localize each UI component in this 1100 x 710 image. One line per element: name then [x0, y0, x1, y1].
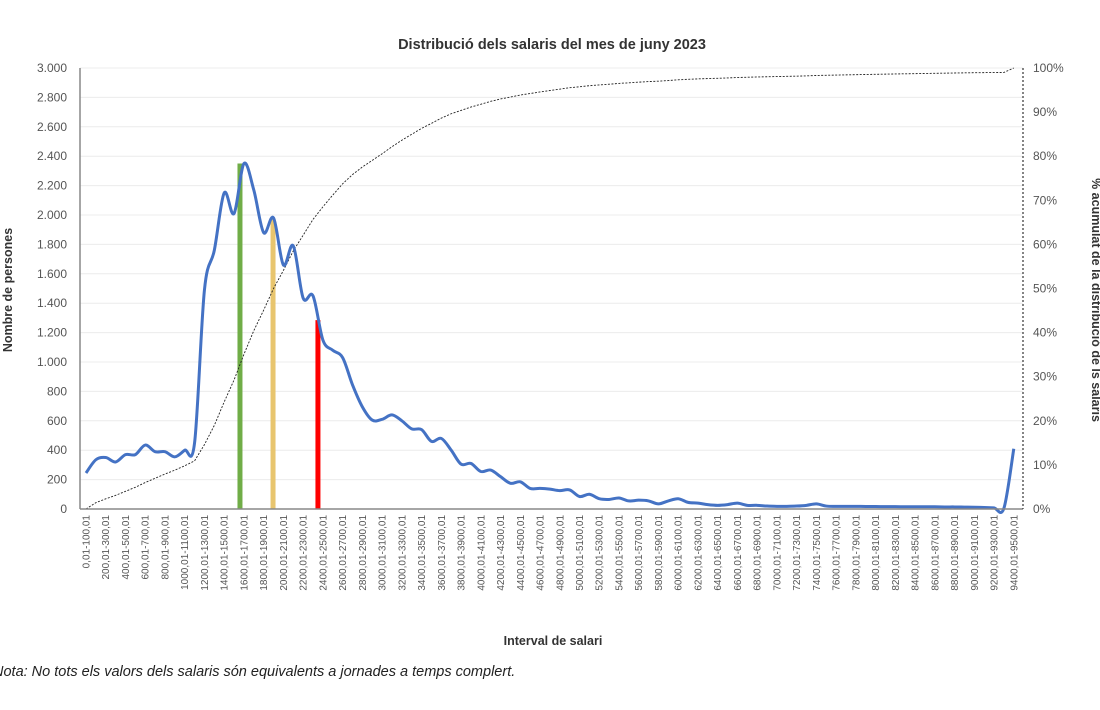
x-tick-label: 2000,01-2100,01: [279, 515, 290, 591]
y2-tick-label: 80%: [1033, 149, 1057, 163]
y-tick-label: 2.600: [37, 120, 67, 134]
x-tick-label: 5400,01-5500,01: [614, 515, 625, 591]
x-tick-label: 1600,01-1700,01: [239, 515, 250, 591]
x-tick-label: 400,01-500,01: [121, 515, 132, 580]
x-tick-label: 3800,01-3900,01: [457, 515, 468, 591]
x-tick-label: 6200,01-6300,01: [693, 515, 704, 591]
y-tick-label: 0: [60, 502, 67, 516]
x-tick-label: 6600,01-6700,01: [733, 515, 744, 591]
y-tick-label: 3.000: [37, 61, 67, 75]
x-tick-label: 4600,01-4700,01: [536, 515, 547, 591]
y-axis-ticks: 0 200 400 600 800 1.000 1.200 1.400 1.600 1.800 2.…: [37, 61, 67, 516]
x-tick-label: 5600,01-5700,01: [634, 515, 645, 591]
footnote: Nota: No tots els valors dels salaris só…: [0, 664, 516, 680]
y2-axis-ticks: 0% 10% 20% 30% 40% 50% 60% 70% 80% 90% 100%: [1033, 61, 1064, 516]
x-tick-label: 6800,01-6900,01: [753, 515, 764, 591]
x-axis-label: Interval de salari: [504, 634, 603, 648]
x-tick-label: 3600,01-3700,01: [437, 515, 448, 591]
x-tick-label: 5000,01-5100,01: [575, 515, 586, 591]
x-tick-label: 9200,01-9300,01: [990, 515, 1001, 591]
x-tick-label: 8600,01-8700,01: [930, 515, 941, 591]
x-tick-label: 1800,01-1900,01: [259, 515, 270, 591]
series-lines: [84, 67, 1016, 514]
y2-tick-label: 40%: [1033, 326, 1057, 340]
x-tick-label: 200,01-300,01: [101, 515, 112, 580]
x-tick-label: 4000,01-4100,01: [476, 515, 487, 591]
y-tick-label: 1.400: [37, 296, 67, 310]
y-tick-label: 1.800: [37, 237, 67, 251]
x-tick-label: 2200,01-2300,01: [299, 515, 310, 591]
x-tick-label: 2400,01-2500,01: [318, 515, 329, 591]
y2-tick-label: 70%: [1033, 193, 1057, 207]
y2-tick-label: 10%: [1033, 458, 1057, 472]
y2-tick-label: 50%: [1033, 282, 1057, 296]
x-tick-label: 3000,01-3100,01: [378, 515, 389, 591]
y2-tick-label: 100%: [1033, 61, 1064, 75]
y2-tick-label: 30%: [1033, 370, 1057, 384]
x-tick-label: 800,01-900,01: [160, 515, 171, 580]
x-tick-label: 7600,01-7700,01: [832, 515, 843, 591]
gridlines: [80, 67, 1023, 481]
x-tick-label: 1000,01-1100,01: [180, 515, 191, 590]
x-tick-label: 2800,01-2900,01: [358, 515, 369, 591]
y-tick-label: 800: [47, 384, 67, 398]
y2-tick-label: 60%: [1033, 237, 1057, 251]
x-tick-label: 6000,01-6100,01: [674, 515, 685, 591]
x-tick-label: 5800,01-5900,01: [654, 515, 665, 591]
x-tick-label: 6400,01-6500,01: [713, 515, 724, 591]
vertical-markers: [237, 163, 321, 509]
x-axis-ticks: 0,01-100,01 200,01-300,01 400,01-500,01 600…: [82, 515, 1021, 591]
y-tick-label: 2.000: [37, 208, 67, 222]
y-tick-label: 600: [47, 414, 67, 428]
x-tick-label: 0,01-100,01: [82, 515, 93, 569]
persons-count-line: [84, 161, 1016, 514]
y2-tick-label: 20%: [1033, 414, 1057, 428]
y-tick-label: 200: [47, 473, 67, 487]
x-tick-label: 9400,01-9500,01: [1009, 515, 1020, 591]
x-tick-label: 7000,01-7100,01: [772, 515, 783, 591]
y-tick-label: 2.400: [37, 149, 67, 163]
x-tick-label: 1200,01-1300,01: [200, 515, 211, 591]
y-tick-label: 2.200: [37, 179, 67, 193]
y-tick-label: 2.800: [37, 90, 67, 104]
x-tick-label: 7400,01-7500,01: [812, 515, 823, 591]
x-tick-label: 4400,01-4500,01: [516, 515, 527, 591]
y-tick-label: 1.200: [37, 326, 67, 340]
x-tick-label: 600,01-700,01: [141, 515, 152, 580]
x-tick-label: 1400,01-1500,01: [220, 515, 231, 591]
y-tick-label: 400: [47, 443, 67, 457]
y2-axis-label: % acumulat de la distribució de ls salar…: [1089, 178, 1100, 422]
x-tick-label: 7200,01-7300,01: [792, 515, 803, 591]
x-tick-label: 8800,01-8900,01: [950, 515, 961, 591]
x-tick-label: 8400,01-8500,01: [911, 515, 922, 591]
x-tick-label: 2600,01-2700,01: [338, 515, 349, 591]
y-tick-label: 1.600: [37, 267, 67, 281]
x-tick-label: 7800,01-7900,01: [851, 515, 862, 591]
x-tick-label: 8000,01-8100,01: [871, 515, 882, 591]
x-tick-label: 5200,01-5300,01: [595, 515, 606, 591]
axes: [79, 68, 1024, 510]
x-tick-label: 4200,01-4300,01: [496, 515, 507, 591]
x-tick-label: 8200,01-8300,01: [891, 515, 902, 591]
y-axis-label: Nombre de persones: [1, 228, 15, 352]
chart-title: Distribució dels salaris del mes de juny…: [398, 37, 706, 53]
x-tick-label: 4800,01-4900,01: [555, 515, 566, 591]
y2-tick-label: 90%: [1033, 105, 1057, 119]
cumulative-percent-line: [85, 67, 1014, 510]
x-tick-label: 9000,01-9100,01: [970, 515, 981, 591]
x-tick-label: 3200,01-3300,01: [397, 515, 408, 591]
x-tick-label: 3400,01-3500,01: [417, 515, 428, 591]
y2-tick-label: 0%: [1033, 502, 1051, 516]
y-tick-label: 1.000: [37, 355, 67, 369]
